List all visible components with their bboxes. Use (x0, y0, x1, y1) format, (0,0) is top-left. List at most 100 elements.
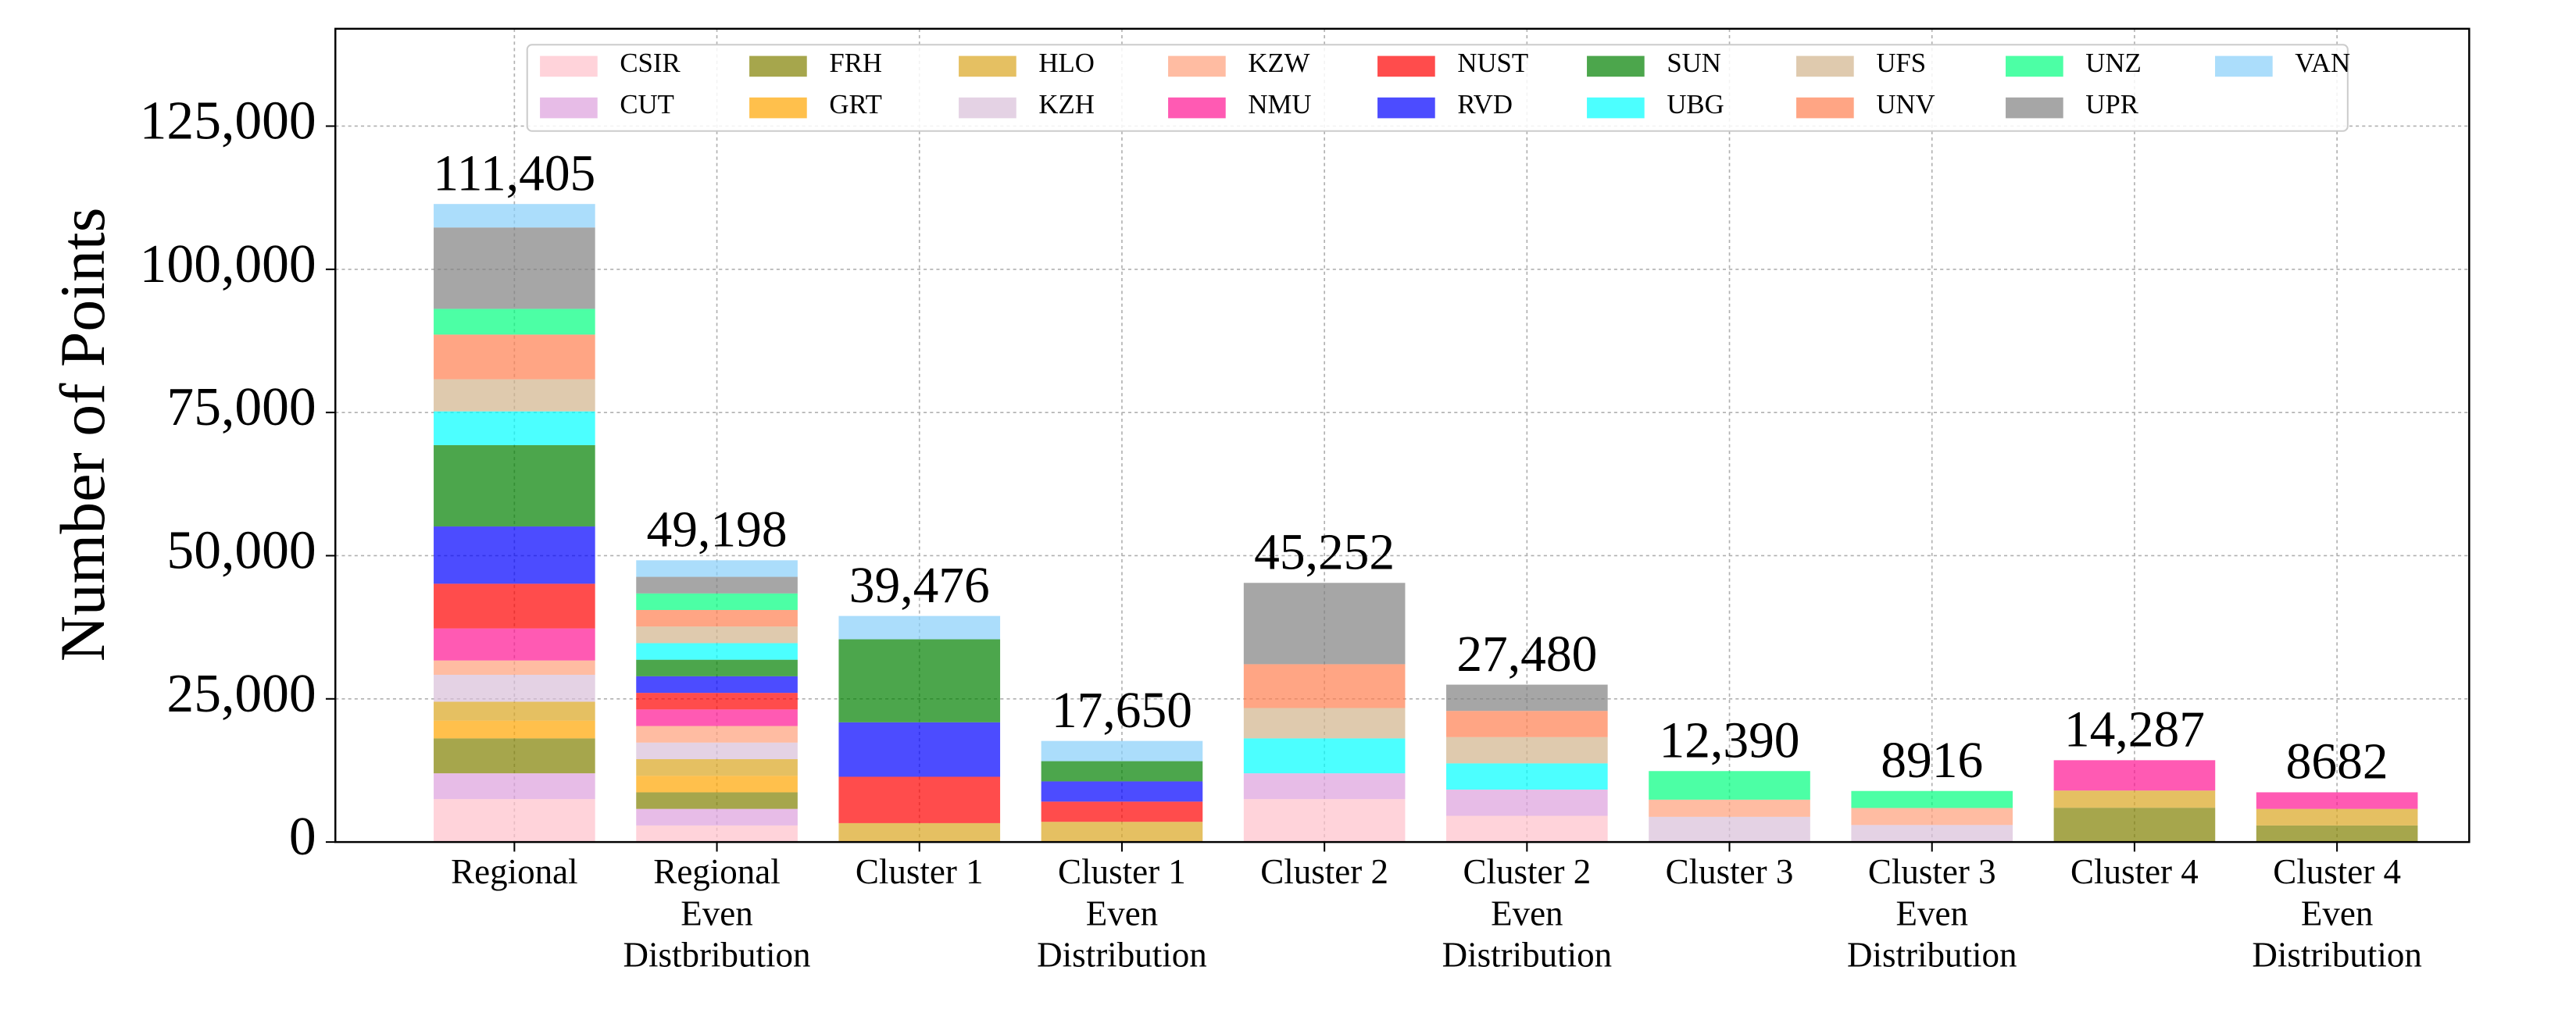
bar-segment (1041, 740, 1203, 762)
bar-segment (636, 610, 798, 627)
legend-swatch (749, 97, 807, 119)
bar-segment (636, 758, 798, 776)
bar-segment (2053, 790, 2216, 808)
x-tick-label: Cluster 1 Even Distribution (1037, 852, 1207, 974)
total-label: 14,287 (2064, 702, 2205, 758)
total-label: 27,480 (1456, 626, 1597, 683)
legend-swatch (1587, 97, 1645, 119)
legend-label: KZW (1248, 48, 1309, 78)
total-label: 8682 (2286, 734, 2388, 790)
x-tick-label-line: Even (1491, 894, 1563, 933)
bar-segment (2256, 825, 2418, 843)
x-tick-label-line: Even (1086, 894, 1158, 933)
x-tick-label-line: Regional (451, 852, 577, 891)
bar-segment (636, 825, 798, 843)
legend-label: UPR (2085, 89, 2138, 119)
total-label: 17,650 (1052, 683, 1192, 739)
x-tick-label-line: Even (681, 894, 752, 933)
bar-segment (1851, 808, 2013, 826)
legend-label: SUN (1667, 48, 1721, 78)
bar-segment (434, 227, 595, 309)
bar-segment (838, 639, 1001, 722)
x-tick-label-line: Distribution (1847, 936, 2017, 975)
x-tick-label-line: Cluster 3 (1868, 852, 1996, 891)
x-tick-label-line: Even (2301, 894, 2373, 933)
bar-segment (636, 560, 798, 577)
bar-segment (1649, 771, 1810, 800)
x-tick-label-line: Distribution (1442, 936, 1613, 975)
legend-label: NMU (1248, 89, 1311, 119)
bar-segment (1649, 799, 1810, 817)
legend-swatch (959, 55, 1016, 77)
bar-segment (434, 738, 595, 774)
legend-label: FRH (829, 48, 882, 78)
legend-label: CSIR (620, 48, 681, 78)
x-tick-label: Cluster 3 (1666, 852, 1794, 891)
bar-segment (2256, 808, 2418, 826)
legend-label: KZH (1038, 89, 1094, 119)
y-axis-label: Number of Points (47, 208, 118, 662)
bar-segment (1851, 825, 2013, 843)
x-tick-label: Regional Even Distbribution (623, 852, 811, 974)
legend-swatch (2006, 55, 2063, 77)
legend-label: HLO (1038, 48, 1094, 78)
bar-segment (434, 674, 595, 702)
x-tick-label: Cluster 1 (856, 852, 984, 891)
bar-segment (636, 576, 798, 594)
total-label: 8916 (1881, 733, 1983, 789)
total-label: 49,198 (647, 502, 788, 558)
bar-segment (636, 643, 798, 660)
bar-segment (434, 411, 595, 445)
legend-label: VAN (2295, 48, 2350, 78)
bar-segment (434, 309, 595, 335)
legend-swatch (540, 97, 598, 119)
total-label: 39,476 (849, 558, 990, 614)
bar-segment (434, 720, 595, 739)
x-tick-label: Cluster 4 (2070, 852, 2199, 891)
legend-swatch (1377, 97, 1435, 119)
y-tick-label: 0 (289, 807, 316, 867)
bar-segment (1446, 789, 1608, 816)
bar-segment (434, 583, 595, 629)
legend-swatch (540, 55, 598, 77)
bar-segment (1243, 583, 1406, 665)
bar-segment (636, 676, 798, 694)
x-tick-label-line: Distribution (2252, 936, 2422, 975)
bar-segment (434, 334, 595, 380)
legend-swatch (749, 55, 807, 77)
bar-segment (636, 726, 798, 743)
legend-label: NUST (1457, 48, 1528, 78)
legend-label: UNV (1876, 89, 1935, 119)
legend-label: GRT (829, 89, 881, 119)
bar-segment (636, 593, 798, 611)
y-tick-label: 25,000 (166, 664, 316, 724)
y-tick-label: 125,000 (140, 91, 316, 151)
bar-segment (434, 773, 595, 800)
bar-segment (2256, 792, 2418, 809)
x-tick-label-line: Cluster 3 (1666, 852, 1794, 891)
bar-segment (1243, 773, 1406, 800)
plot-frame (334, 27, 2471, 844)
legend-swatch (1168, 97, 1226, 119)
legend-swatch (2215, 55, 2273, 77)
bar-segment (1446, 815, 1608, 843)
legend-label: UNZ (2085, 48, 2141, 78)
bar-segment (1851, 790, 2013, 808)
bar-segment (636, 776, 798, 793)
bar-segment (636, 808, 798, 826)
legend-swatch (959, 97, 1016, 119)
legend-swatch (1377, 55, 1435, 77)
bar-segment (838, 822, 1001, 843)
x-tick-label-line: Cluster 2 (1260, 852, 1388, 891)
x-tick-label: Cluster 2 Even Distribution (1442, 852, 1613, 974)
legend-swatch (1587, 55, 1645, 77)
bar-segment (1243, 799, 1406, 843)
bar-segment (434, 628, 595, 661)
legend-label: UFS (1876, 48, 1926, 78)
x-tick-label-line: Cluster 1 (856, 852, 984, 891)
bar-segment (434, 701, 595, 721)
bar-segment (1041, 822, 1203, 843)
legend-label: RVD (1457, 89, 1513, 119)
